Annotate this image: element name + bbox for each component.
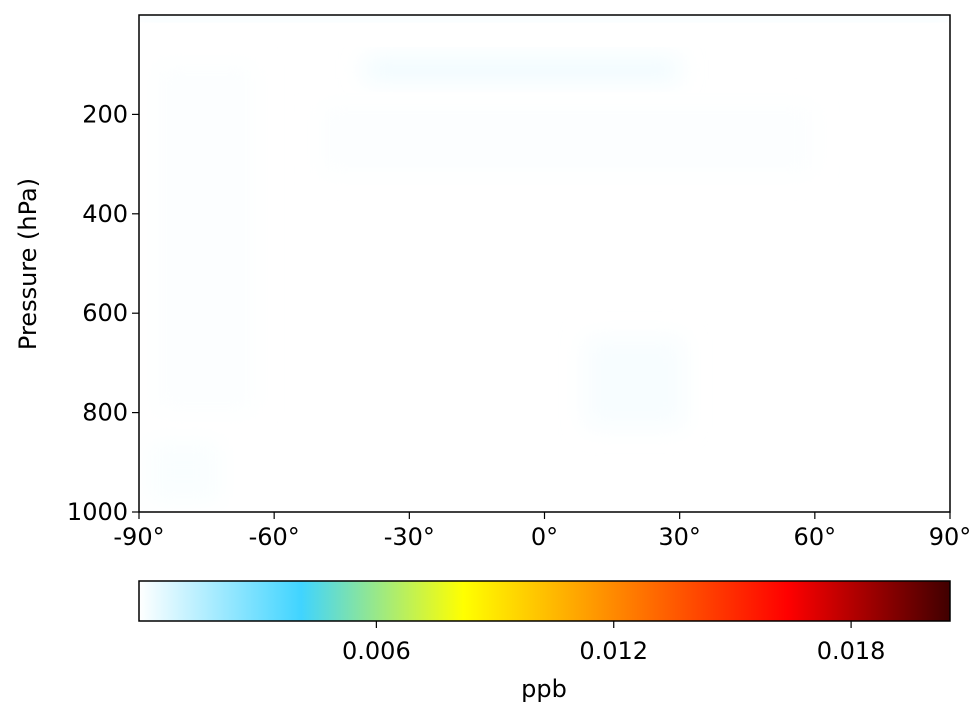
- x-tick-label: 90°: [929, 523, 972, 551]
- colorbar-tick-label: 0.006: [342, 637, 411, 665]
- y-tick-label: 1000: [67, 498, 128, 526]
- colorbar-tick-label: 0.018: [817, 637, 886, 665]
- colorbar-gradient: [138, 580, 951, 622]
- y-tick-label: 200: [82, 100, 128, 128]
- y-ticks: 200 400 600 800 1000: [67, 100, 139, 526]
- heatmap-cell-4: [585, 338, 685, 428]
- colorbar-ticks: 0.006 0.012 0.018: [342, 621, 885, 665]
- colorbar-label: ppb: [521, 675, 567, 703]
- x-tick-label: -30°: [384, 523, 435, 551]
- y-tick-label: 800: [82, 399, 128, 427]
- heatmap-cell-6: [157, 64, 257, 413]
- x-axis: -90° -60° -30° 0° 30° 60° 90°: [113, 512, 971, 551]
- x-tick-label: 30°: [658, 523, 701, 551]
- x-ticks: -90° -60° -30° 0° 30° 60° 90°: [113, 512, 971, 551]
- colorbar-tick-label: 0.012: [579, 637, 648, 665]
- heatmap-cell-5: [148, 442, 221, 503]
- x-tick-label: 60°: [794, 523, 837, 551]
- plot-background: [139, 15, 950, 512]
- heatmap-cell-7: [319, 104, 815, 175]
- y-axis-label: Pressure (hPa): [14, 178, 42, 350]
- plot-area: [138, 14, 951, 513]
- heatmap-cell-0: [139, 15, 950, 20]
- x-tick-label: 0°: [531, 523, 558, 551]
- colorbar: 0.006 0.012 0.018 ppb: [138, 580, 951, 703]
- y-tick-label: 600: [82, 299, 128, 327]
- y-tick-label: 400: [82, 200, 128, 228]
- heatmap-cells: [139, 15, 950, 503]
- x-tick-label: -90°: [113, 523, 164, 551]
- x-tick-label: -60°: [249, 523, 300, 551]
- heatmap-cell-1: [364, 58, 680, 81]
- y-axis: 200 400 600 800 1000 Pressure (hPa): [14, 100, 139, 526]
